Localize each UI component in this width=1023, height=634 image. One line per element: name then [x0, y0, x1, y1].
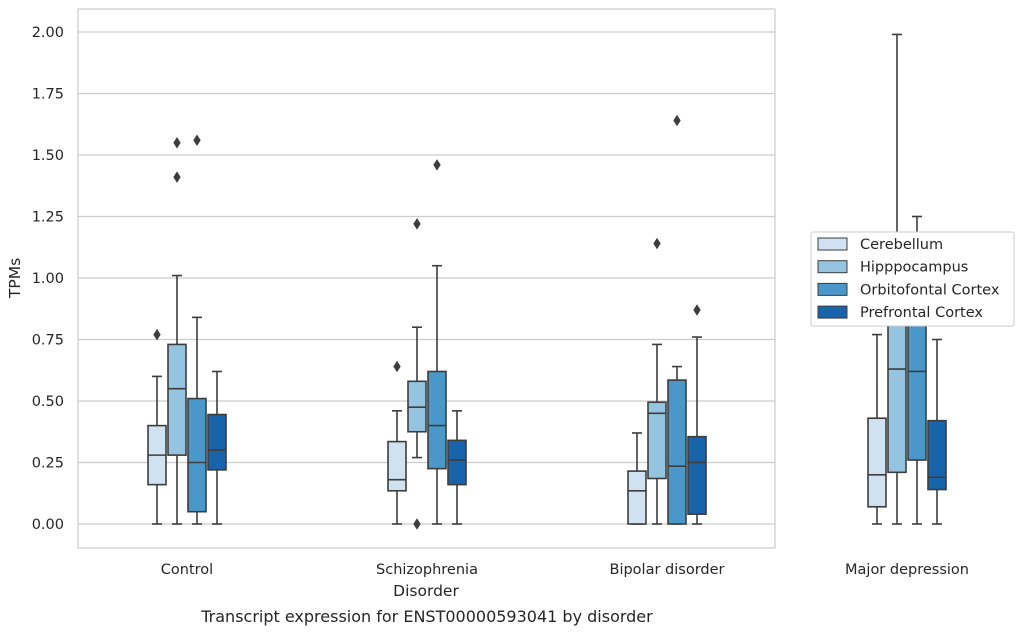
- box-orbitofontal-cortex: [427, 159, 447, 525]
- x-tick-label: Schizophrenia: [376, 562, 478, 578]
- box-plots: [147, 33, 947, 530]
- iqr-box: [627, 470, 647, 525]
- box-prefrontal-cortex: [447, 410, 467, 525]
- box-cerebellum: [627, 432, 647, 525]
- y-axis-ticks: 0.00 0.25 0.50 0.75 1.00 1.25 1.50 1.75 2.00: [32, 25, 64, 533]
- iqr-box: [907, 323, 927, 461]
- iqr-box: [927, 419, 947, 491]
- iqr-box: [667, 379, 687, 525]
- legend-label: Hipppocampus: [860, 260, 968, 276]
- plot-area-frame: [77, 8, 776, 549]
- y-tick-label: 1.25: [32, 210, 64, 226]
- y-tick-label: 2.00: [32, 25, 64, 41]
- iqr-box: [167, 343, 187, 456]
- outlier-point: [693, 304, 701, 316]
- y-tick-label: 0.25: [32, 456, 64, 472]
- y-tick-label: 0.50: [32, 394, 64, 410]
- box-prefrontal-cortex: [207, 370, 227, 525]
- outlier-point: [413, 218, 421, 230]
- legend-frame: [810, 231, 1015, 327]
- box-prefrontal-cortex: [927, 338, 947, 525]
- x-tick-label: Control: [161, 562, 213, 578]
- iqr-box: [647, 401, 667, 480]
- legend-swatch: [817, 305, 848, 319]
- y-axis-title: TPMs: [6, 258, 24, 299]
- legend: Cerebellum Hipppocampus Orbitofontal Corte…: [810, 231, 1015, 327]
- y-tick-label: 1.75: [32, 87, 64, 103]
- outlier-point: [173, 136, 181, 149]
- outlier-point: [393, 360, 401, 373]
- box-cerebellum: [147, 328, 167, 525]
- iqr-box: [427, 370, 447, 470]
- legend-swatch: [817, 237, 848, 251]
- iqr-box: [187, 397, 207, 513]
- x-axis-title: Disorder: [393, 582, 459, 600]
- legend-label: Orbitofontal Cortex: [860, 282, 1000, 298]
- box-hipppocampus: [407, 218, 427, 530]
- y-tick-label: 1.50: [32, 148, 64, 164]
- outlier-point: [153, 328, 161, 341]
- box-orbitofontal-cortex: [187, 134, 207, 525]
- box-prefrontal-cortex: [687, 304, 707, 525]
- box-cerebellum: [867, 333, 887, 525]
- chart-caption: Transcript expression for ENST0000059304…: [200, 607, 653, 626]
- box-orbitofontal-cortex: [907, 215, 927, 525]
- y-tick-label: 1.00: [32, 271, 64, 287]
- legend-label: Cerebellum: [860, 237, 943, 253]
- x-tick-label: Bipolar disorder: [610, 562, 725, 578]
- outlier-point: [653, 237, 661, 250]
- iqr-box: [387, 440, 407, 492]
- box-hipppocampus: [167, 136, 187, 525]
- iqr-box: [687, 435, 707, 515]
- legend-swatch: [817, 282, 848, 296]
- iqr-box: [447, 439, 467, 486]
- x-tick-label: Major depression: [845, 562, 969, 578]
- iqr-box: [867, 417, 887, 508]
- outlier-point: [413, 518, 421, 530]
- outlier-point: [173, 171, 181, 183]
- iqr-box: [207, 413, 227, 471]
- legend-label: Prefrontal Cortex: [860, 305, 983, 321]
- outlier-point: [193, 134, 201, 146]
- legend-swatch: [817, 260, 848, 274]
- outlier-point: [673, 114, 681, 127]
- x-axis-ticks: Control Schizophrenia Bipolar disorder Majo…: [161, 562, 969, 578]
- y-tick-label: 0.75: [32, 333, 64, 349]
- box-hipppocampus: [647, 237, 667, 525]
- outlier-point: [433, 159, 441, 171]
- box-orbitofontal-cortex: [667, 114, 687, 525]
- y-tick-label: 0.00: [32, 517, 64, 533]
- box-cerebellum: [387, 360, 407, 525]
